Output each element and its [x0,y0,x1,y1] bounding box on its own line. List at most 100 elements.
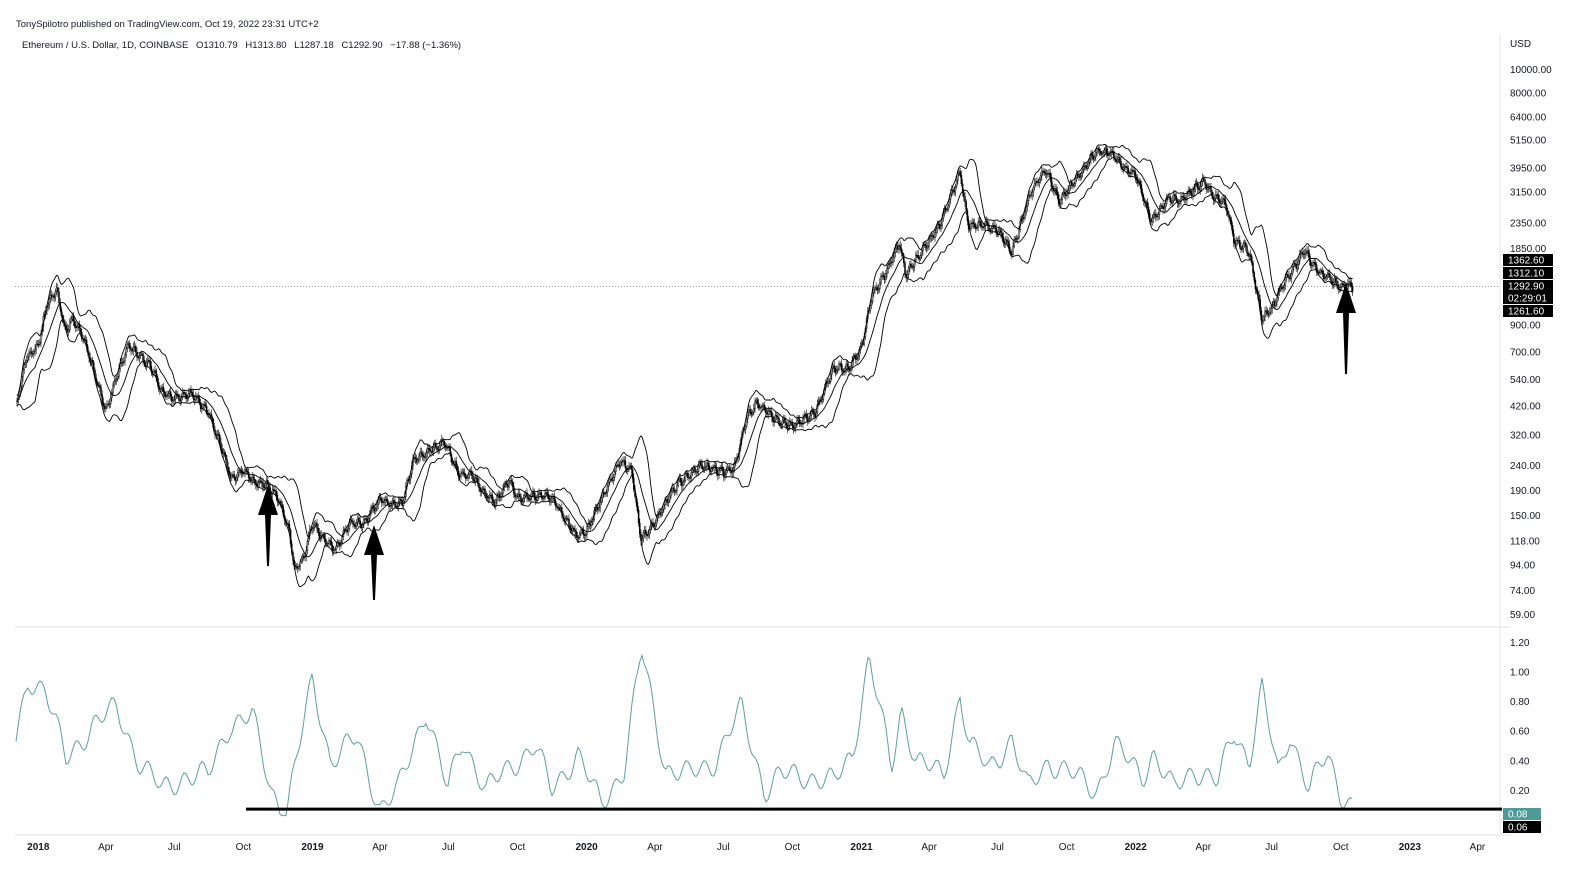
candle-body [105,406,107,409]
candle-body [1077,173,1079,176]
candle-body [682,481,684,486]
candle-body [904,262,906,275]
candle-body [33,351,35,354]
candle-body [354,525,357,527]
candle-body [879,282,881,289]
candle-body [857,355,859,359]
candle-body [250,479,252,481]
candle-body [489,494,491,498]
candle-body [1307,250,1309,254]
candle-body [474,477,477,482]
lower-band-label: 1261.60 [1508,307,1545,318]
candle-body [1017,237,1019,239]
indicator-line-box [1503,821,1541,833]
candle-body [665,499,667,501]
candle-body [19,386,22,393]
indicator-tick-label: 0.80 [1510,697,1530,708]
candle-body [271,489,274,494]
candle-body [1023,216,1025,219]
candle-body [757,403,760,408]
candle-body [576,535,579,538]
candle-body [775,415,778,418]
candle-body [787,425,790,429]
candle-body [219,435,221,444]
candle-body [521,500,523,503]
candle-body [1289,278,1291,280]
candle-body [147,359,149,363]
candle-body [549,498,551,501]
indicator-pane[interactable] [15,653,1353,817]
candle-body [400,498,402,501]
candle-body [1035,181,1037,184]
candle-body [1171,200,1174,203]
candle-body [204,404,207,407]
candle-body [1036,181,1038,183]
candle-body [127,343,130,345]
candle-body [931,235,934,237]
candle-body [915,254,917,261]
candle-body [550,497,552,501]
candle-body [484,488,486,494]
candle-body [299,561,301,567]
candle-body [846,363,849,368]
candle-body [91,360,94,364]
candle-body [438,445,441,450]
candle-body [958,171,960,174]
candle-body [689,477,691,479]
candle-body [279,501,281,503]
candle-body [707,462,709,466]
last-price-label: 1292.90 [1508,282,1545,293]
candle-body [1161,205,1163,207]
candle-body [545,492,547,494]
indicator-tick-label: 0.60 [1510,727,1530,738]
candle-body [328,540,330,544]
candle-body [991,225,994,229]
candle-body [305,550,307,558]
ohlc-open: O1310.79 [195,40,238,51]
candle-body [531,492,533,497]
candle-body [1266,310,1269,314]
candle-body [131,350,133,352]
candle-body [496,495,498,502]
time-tick-label: 2021 [850,842,873,853]
candle-body [693,467,695,471]
candle-body [798,418,801,424]
candle-body [778,418,780,424]
candle-body [357,517,359,523]
candle-body [808,418,810,422]
candle-body [190,389,192,393]
candle-body [246,470,249,473]
candle-body [223,452,226,456]
candle-body [173,399,175,401]
candle-body [180,397,183,402]
candle-body [90,360,93,362]
candle-body [1006,239,1008,242]
candle-body [1018,229,1020,239]
candle-body [138,355,141,359]
price-pane[interactable] [15,143,1500,588]
candle-body [883,276,886,281]
candle-body [881,274,883,277]
time-tick-label: 2022 [1125,842,1148,853]
candle-body [1348,281,1350,285]
candle-body [1050,176,1053,188]
candle-body [383,500,385,503]
candle-body [183,392,185,394]
indicator-tick-label: 0.40 [1510,756,1530,767]
candle-body [137,356,139,359]
candle-body [849,369,851,372]
candle-body [955,180,958,188]
time-tick-label: Apr [1196,842,1212,853]
candle-body [1047,173,1049,175]
candle-body [546,492,549,495]
middle-band-line [16,151,1353,558]
candle-body [47,304,49,308]
candle-body [970,223,972,229]
candle-body [720,466,723,469]
candle-body [1330,277,1332,282]
candle-body [916,254,918,257]
candle-body [630,465,633,470]
candle-body [1335,277,1337,282]
price-tick-label: 59.00 [1510,610,1535,621]
